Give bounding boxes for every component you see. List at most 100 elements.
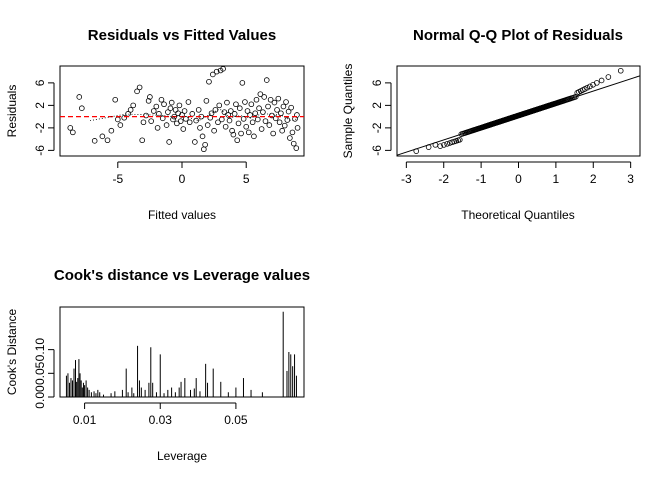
qq-point	[456, 136, 463, 143]
data-point	[236, 105, 243, 111]
data-point	[240, 116, 247, 122]
data-point	[274, 107, 280, 113]
data-point	[270, 130, 276, 137]
data-point	[186, 119, 193, 126]
data-point	[224, 99, 230, 106]
data-point	[139, 137, 145, 144]
data-point	[279, 127, 285, 134]
data-point	[197, 125, 203, 131]
x-tick-label: -5	[112, 172, 123, 186]
data-point	[262, 118, 269, 124]
data-point	[180, 126, 187, 132]
qq-point	[441, 142, 447, 148]
y-tick-label: -2	[370, 122, 384, 133]
data-point	[203, 98, 210, 104]
data-point	[272, 115, 279, 122]
data-point	[136, 84, 143, 91]
data-point	[165, 109, 171, 115]
data-point	[288, 104, 294, 111]
data-point	[213, 68, 220, 75]
data-point	[161, 101, 167, 108]
data-point	[189, 111, 196, 117]
x-tick-label: 0.01	[73, 413, 97, 427]
x-axis-label: Fitted values	[148, 208, 216, 222]
x-tick-label: -1	[476, 172, 487, 186]
data-point	[260, 109, 266, 115]
data-point	[145, 98, 152, 104]
data-point	[79, 105, 85, 111]
x-tick-label: 5	[243, 172, 250, 186]
qq-point	[617, 67, 624, 74]
data-point	[229, 127, 235, 134]
data-point	[193, 117, 199, 124]
data-point	[181, 108, 188, 114]
data-point	[204, 122, 211, 128]
y-axis-label: Residuals	[5, 85, 19, 138]
qq-point	[594, 80, 600, 86]
data-point	[220, 66, 226, 72]
y-axis-label: Cook's Distance	[5, 309, 19, 396]
data-point	[231, 111, 238, 117]
data-point	[91, 138, 98, 144]
data-point	[280, 103, 287, 110]
y-tick-label: 0.05	[33, 361, 47, 385]
data-point	[265, 103, 271, 110]
data-point	[267, 96, 274, 103]
data-point	[238, 130, 244, 137]
y-tick-label: 0.10	[33, 338, 47, 362]
x-tick-label: 0	[179, 172, 186, 186]
data-point	[166, 139, 172, 145]
chart-title: Normal Q-Q Plot of Residuals	[413, 27, 623, 44]
x-tick-label: 1	[553, 172, 560, 186]
x-tick-label: -2	[438, 172, 449, 186]
data-point	[148, 118, 154, 124]
cooks-distance-panel: Cook's distance vs Leverage values Lever…	[5, 267, 310, 463]
data-point	[179, 112, 185, 118]
data-point	[202, 141, 208, 148]
plot-frame	[59, 306, 305, 398]
y-tick-label: -6	[33, 145, 47, 156]
data-point	[104, 137, 111, 144]
data-point	[192, 139, 198, 145]
data-point	[121, 114, 128, 121]
data-point	[254, 116, 261, 123]
data-point	[176, 102, 183, 109]
data-point	[114, 116, 121, 123]
y-tick-label: 2	[33, 102, 47, 109]
data-point	[243, 123, 250, 130]
data-point	[226, 117, 233, 124]
data-point	[153, 103, 160, 110]
data-point	[130, 102, 137, 109]
residuals-vs-fitted-panel: Residuals vs Fitted Values Fitted values…	[5, 27, 305, 222]
y-tick-label: -6	[370, 145, 384, 156]
data-point	[216, 102, 223, 109]
data-point	[177, 118, 184, 124]
data-point	[140, 119, 147, 126]
qq-point	[605, 74, 612, 80]
data-point	[234, 137, 241, 144]
data-point	[221, 109, 228, 115]
data-point	[294, 112, 300, 118]
data-point	[222, 123, 229, 130]
data-point	[210, 71, 216, 78]
data-point	[283, 99, 289, 105]
data-point	[248, 101, 255, 108]
data-point	[170, 116, 176, 123]
qq-reference-line	[396, 75, 641, 156]
data-point	[287, 135, 293, 141]
data-point	[158, 96, 165, 103]
qq-point	[587, 83, 593, 90]
data-point	[150, 108, 157, 114]
data-point	[256, 105, 262, 111]
x-axis-label: Leverage	[157, 449, 207, 463]
data-point	[263, 77, 270, 83]
y-tick-label: 0.00	[33, 385, 47, 409]
y-axis-label: Sample Quantiles	[341, 64, 355, 159]
data-point	[167, 105, 174, 111]
data-point	[199, 133, 206, 140]
chart-title: Residuals vs Fitted Values	[88, 27, 276, 44]
data-point	[266, 122, 273, 128]
data-point	[215, 119, 221, 126]
data-point	[108, 127, 115, 134]
